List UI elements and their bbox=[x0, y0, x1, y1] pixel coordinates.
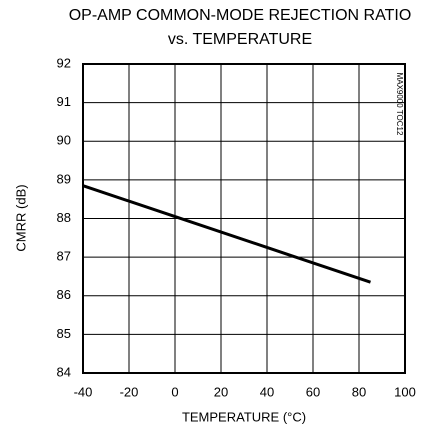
y-tick-label: 90 bbox=[57, 133, 71, 148]
y-tick-label: 92 bbox=[57, 55, 71, 70]
y-tick-label: 86 bbox=[57, 287, 71, 302]
x-tick-label: 60 bbox=[306, 384, 320, 399]
x-tick-label: 100 bbox=[394, 384, 416, 399]
annotation: MAX9000 TOC12 bbox=[395, 73, 404, 136]
chart-title: OP-AMP COMMON-MODE REJECTION RATIO bbox=[69, 7, 412, 24]
x-axis-label: TEMPERATURE (°C) bbox=[182, 409, 306, 424]
y-axis-label: CMRR (dB) bbox=[13, 184, 28, 251]
y-tick-label: 84 bbox=[57, 364, 71, 379]
data-line bbox=[82, 184, 371, 284]
x-tick-label: -20 bbox=[120, 384, 139, 399]
y-tick-label: 89 bbox=[57, 171, 71, 186]
x-tick-label: 20 bbox=[214, 384, 228, 399]
y-tick-label: 91 bbox=[57, 94, 71, 109]
x-tick-label: 40 bbox=[260, 384, 274, 399]
x-tick-label: -40 bbox=[74, 384, 93, 399]
x-tick-label: 0 bbox=[171, 384, 178, 399]
y-tick-label: 88 bbox=[57, 210, 71, 225]
chart-subtitle: vs. TEMPERATURE bbox=[168, 31, 312, 48]
y-tick-label: 85 bbox=[57, 326, 71, 341]
x-tick-label: 80 bbox=[352, 384, 366, 399]
y-tick-label: 87 bbox=[57, 249, 71, 264]
